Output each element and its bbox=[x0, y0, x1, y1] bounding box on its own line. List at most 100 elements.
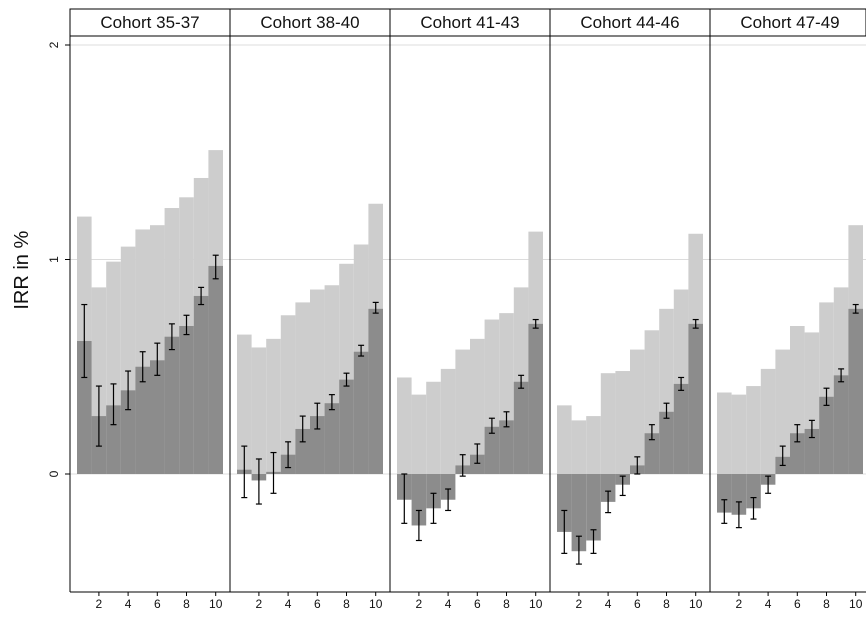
ci-bar bbox=[343, 372, 350, 387]
panel-3 bbox=[397, 231, 543, 526]
light-bar bbox=[731, 394, 747, 474]
x-tick-label: 8 bbox=[343, 597, 350, 611]
ci-bar bbox=[663, 402, 670, 419]
ci-bar bbox=[445, 488, 452, 512]
dark-bar bbox=[804, 428, 820, 474]
ci-bar bbox=[823, 387, 830, 406]
ci-bar bbox=[285, 441, 292, 469]
ci-bar bbox=[808, 419, 815, 439]
dark-bar bbox=[179, 325, 194, 474]
x-tick-label: 6 bbox=[154, 597, 161, 611]
light-bar bbox=[630, 349, 645, 474]
x-tick-label: 2 bbox=[576, 597, 583, 611]
ci-bar bbox=[852, 303, 859, 314]
ci-bar bbox=[125, 370, 132, 411]
x-tick-label: 4 bbox=[445, 597, 452, 611]
x-tick-label: 4 bbox=[125, 597, 132, 611]
x-tick-label: 2 bbox=[736, 597, 743, 611]
dark-bar bbox=[848, 308, 863, 474]
x-tick-label: 8 bbox=[503, 597, 510, 611]
light-bar bbox=[775, 349, 790, 474]
dark-bar bbox=[688, 323, 703, 474]
dark-bar bbox=[528, 323, 543, 474]
ci-bar bbox=[358, 344, 365, 357]
dark-bar bbox=[600, 474, 616, 502]
panel-5 bbox=[717, 225, 863, 515]
light-bar bbox=[746, 386, 761, 474]
y-tick-label: 1 bbox=[47, 256, 61, 263]
ci-bar bbox=[314, 402, 321, 430]
ci-bar bbox=[765, 475, 772, 494]
dark-bar bbox=[644, 433, 660, 474]
dark-bar bbox=[673, 383, 689, 474]
dark-bar bbox=[324, 403, 340, 474]
dark-bar bbox=[440, 474, 456, 500]
light-bar bbox=[600, 373, 616, 474]
dark-bar bbox=[368, 308, 383, 474]
ci-bar bbox=[95, 385, 102, 447]
light-bar bbox=[717, 392, 732, 474]
panel-2 bbox=[237, 203, 383, 481]
dark-bar bbox=[790, 433, 805, 474]
ci-bar bbox=[212, 254, 219, 280]
ci-bar bbox=[721, 499, 728, 524]
ci-bar bbox=[678, 376, 685, 391]
ci-bar bbox=[110, 383, 117, 426]
light-bar bbox=[455, 349, 470, 474]
dark-bar bbox=[208, 265, 223, 474]
light-bar bbox=[426, 381, 441, 474]
ci-bar bbox=[779, 445, 786, 467]
ci-bar bbox=[619, 475, 626, 497]
light-bar bbox=[397, 377, 412, 474]
ci-bar bbox=[183, 314, 190, 336]
panel-header-box bbox=[709, 8, 866, 37]
dark-bar bbox=[150, 360, 165, 474]
ci-bar bbox=[838, 368, 845, 383]
x-tick-label: 6 bbox=[634, 597, 641, 611]
dark-bar bbox=[571, 474, 587, 552]
ci-bar bbox=[474, 443, 481, 464]
light-bar bbox=[571, 420, 587, 474]
x-tick-label: 2 bbox=[416, 597, 423, 611]
ci-bar bbox=[299, 415, 306, 443]
ci-bar bbox=[241, 445, 248, 499]
ci-bar bbox=[255, 458, 262, 505]
ci-bar bbox=[488, 417, 495, 434]
panel-title: Cohort 38-40 bbox=[260, 13, 359, 32]
x-tick-label: 10 bbox=[849, 597, 863, 611]
panel-title: Cohort 41-43 bbox=[420, 13, 519, 32]
light-bar bbox=[411, 394, 427, 474]
ci-bar bbox=[139, 351, 146, 383]
dark-bar bbox=[819, 396, 834, 474]
y-axis-layer: 0 1 2 bbox=[47, 41, 70, 477]
light-bar bbox=[440, 368, 456, 474]
ci-bar bbox=[692, 318, 699, 329]
ci-bar bbox=[430, 492, 437, 524]
dark-bar bbox=[135, 366, 150, 474]
dark-bar bbox=[513, 381, 529, 474]
x-tick-label: 6 bbox=[794, 597, 801, 611]
x-tick-label: 10 bbox=[529, 597, 543, 611]
ci-bar bbox=[634, 456, 641, 475]
dark-bar bbox=[731, 474, 747, 515]
panel-headers-layer: Cohort 35-37 Cohort 38-40 Cohort 41-43 Coho… bbox=[69, 8, 866, 37]
ci-bar bbox=[168, 323, 175, 351]
y-tick-label: 0 bbox=[47, 470, 61, 477]
panel-title: Cohort 47-49 bbox=[740, 13, 839, 32]
ci-bar bbox=[459, 454, 466, 477]
dark-bar bbox=[353, 351, 369, 474]
ci-bar bbox=[503, 411, 510, 428]
dark-bar bbox=[470, 454, 485, 474]
ci-bar bbox=[154, 342, 161, 376]
dark-bar bbox=[164, 336, 180, 474]
panel-title: Cohort 35-37 bbox=[100, 13, 199, 32]
light-bar bbox=[237, 334, 252, 474]
ci-bar bbox=[575, 535, 582, 565]
dark-bar bbox=[193, 295, 209, 474]
x-tick-label: 4 bbox=[605, 597, 612, 611]
ci-bar bbox=[750, 496, 757, 520]
dark-bar bbox=[484, 426, 500, 474]
x-tick-label: 10 bbox=[689, 597, 703, 611]
bars-layer bbox=[77, 150, 863, 552]
